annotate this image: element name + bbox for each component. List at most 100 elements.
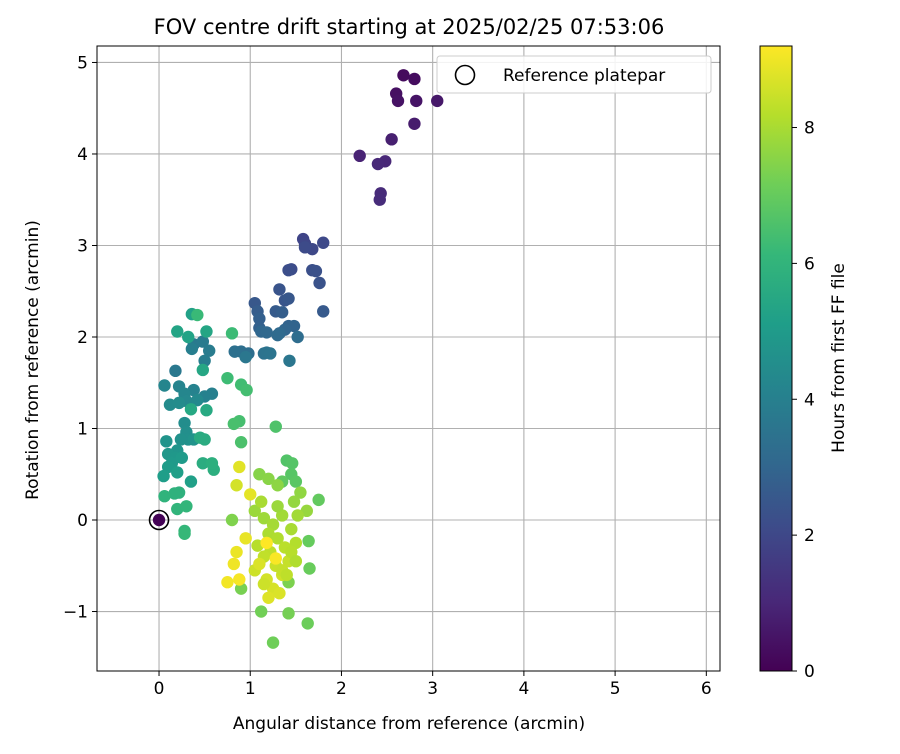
scatter-point [257,511,271,525]
scatter-point [171,466,184,479]
x-tick-label: 4 [518,679,529,699]
scatter-point [253,312,266,325]
scatter-point [184,403,198,416]
scatter-point [289,475,303,488]
scatter-point [302,534,315,548]
scatter-point [262,591,275,604]
scatter-point [262,472,275,486]
scatter-point [269,552,282,565]
scatter-point [312,493,325,507]
scatter-point [317,236,330,249]
chart-title: FOV centre drift starting at 2025/02/25 … [154,15,665,39]
scatter-point [168,487,181,500]
scatter-point [408,72,421,86]
x-axis-label: Angular distance from reference (arcmin) [233,714,585,734]
scatter-point [282,263,295,277]
colorbar-ticks: 0 2 4 6 8 [792,119,815,682]
scatter-point [298,241,312,254]
x-tick-label: 6 [701,679,712,699]
reference-platepar-marker [148,509,170,531]
colorbar-tick-label: 8 [804,119,815,139]
scatter-point [200,325,213,338]
scatter-point [282,292,295,305]
scatter-point [180,500,193,513]
scatter-point [196,363,210,377]
scatter-point [391,94,405,108]
y-tick-label: 4 [77,145,88,165]
scatter-point [260,326,273,339]
scatter-point [225,513,239,527]
scatter-point [271,532,284,545]
scatter-point [239,350,252,364]
scatter-point [158,379,171,392]
y-tick-label: 3 [77,236,88,256]
scatter-point [294,486,307,499]
legend-marker-icon [454,64,476,86]
scatter-point [271,328,284,342]
x-tick-label: 5 [610,679,621,699]
scatter-point [431,94,444,108]
scatter-point [303,562,316,575]
scatter-point [184,475,198,488]
legend-box [436,55,712,94]
y-tick-label: 0 [77,511,88,531]
scatter-point [271,479,284,492]
scatter-point [205,457,219,470]
scatter-point [221,576,234,589]
colorbar: 0 2 4 6 8 Hours from first FF file [759,45,849,682]
scatter-point [313,276,326,290]
scatter-point [260,536,273,550]
colorbar-label: Hours from first FF file [829,263,849,453]
scatter-point [196,335,210,348]
x-tick-label: 0 [154,679,165,699]
scatter-point [200,404,213,417]
scatter-point [234,436,248,449]
scatter-point [233,460,246,474]
x-tick-label: 3 [427,679,438,699]
scatter-point [285,522,298,536]
y-tick-label: 5 [77,53,88,73]
y-tick-label: −1 [63,603,88,623]
scatter-point [239,532,252,545]
scatter-points [148,69,444,649]
scatter-point [233,573,246,586]
scatter-point [171,325,184,338]
y-axis: −1 0 1 2 3 4 5 [63,53,97,623]
scatter-point [174,433,188,446]
scatter-point [182,330,195,344]
scatter-point [385,133,398,146]
scatter-point [196,457,210,470]
colorbar-tick-label: 0 [804,662,815,682]
scatter-point [286,457,299,470]
scatter-point [178,527,191,540]
colorbar-gradient [759,45,793,672]
scatter-point [158,490,171,503]
x-axis: 0 1 2 3 4 5 6 [154,671,712,699]
grid [97,46,720,671]
scatter-point [253,557,266,571]
x-tick-label: 2 [336,679,347,699]
scatter-point [266,518,280,531]
scatter-point [280,568,293,582]
scatter-point [169,364,182,378]
scatter-point [275,306,289,319]
legend-entry-label: Reference platepar [503,66,665,86]
scatter-point [273,283,286,296]
scatter-point [244,488,257,501]
scatter-point [408,117,421,130]
scatter-point [227,557,241,571]
y-tick-label: 2 [77,328,88,348]
scatter-point [291,509,304,522]
scatter-point [257,577,271,591]
scatter-point [291,330,304,344]
scatter-point [282,607,295,620]
scatter-point [198,433,211,446]
scatter-point [254,605,268,618]
x-tick-label: 1 [245,679,256,699]
scatter-point [264,347,277,360]
scatter-point [221,371,234,385]
scatter-point [227,417,241,431]
scatter-point [317,305,330,318]
legend: Reference platepar [436,55,712,94]
scatter-point [228,345,241,358]
